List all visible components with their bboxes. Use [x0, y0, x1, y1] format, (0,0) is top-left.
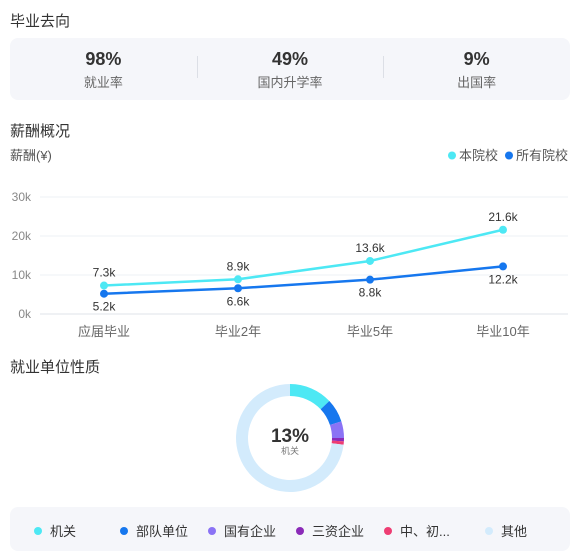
employer-title: 就业单位性质 — [10, 359, 101, 376]
legend-dot-icon — [208, 526, 216, 535]
legend-marker — [448, 151, 456, 160]
x-tick-label: 应届毕业 — [78, 324, 130, 339]
x-tick-label: 毕业5年 — [347, 324, 393, 339]
series-line — [103, 228, 504, 287]
legend-item[interactable]: 国有企业 — [208, 521, 276, 540]
data-label: 6.6k — [227, 294, 251, 308]
data-label: 7.3k — [93, 266, 117, 280]
data-point — [234, 275, 242, 284]
stat-value: 98% — [85, 48, 122, 69]
legend-dot-icon — [120, 526, 128, 535]
y-tick-label: 20k — [12, 229, 32, 243]
destination-title: 毕业去向 — [10, 13, 71, 30]
series-line — [103, 265, 504, 295]
employer-donut-chart: 13%机关 — [236, 384, 344, 492]
donut-slice — [320, 401, 342, 426]
stat-value: 9% — [463, 48, 490, 69]
salary-title: 薪酬概况 — [10, 123, 71, 140]
legend-label: 其他 — [501, 524, 528, 539]
data-point — [100, 289, 108, 298]
x-tick-label: 毕业2年 — [215, 324, 261, 339]
data-point — [366, 275, 374, 284]
stat-label: 就业率 — [83, 74, 123, 90]
legend-dot-icon — [384, 526, 392, 535]
data-label: 8.9k — [227, 259, 251, 273]
data-point — [499, 262, 507, 271]
legend-item[interactable]: 机关 — [34, 521, 76, 540]
legend-label: 所有院校 — [516, 148, 568, 163]
legend-dot-icon — [34, 526, 42, 535]
legend-label: 本院校 — [459, 148, 498, 163]
data-label: 21.6k — [488, 210, 518, 224]
data-label: 12.2k — [488, 272, 518, 286]
stat-domestic-study-rate: 49% 国内升学率 — [196, 48, 384, 91]
stat-label: 出国率 — [457, 74, 497, 90]
data-point — [499, 225, 507, 234]
donut-slice — [329, 421, 344, 438]
data-label: 13.6k — [355, 241, 385, 255]
legend-label: 机关 — [50, 524, 77, 539]
data-label: 5.2k — [93, 300, 117, 314]
y-tick-label: 0k — [18, 307, 32, 321]
data-point — [234, 284, 242, 293]
legend-label: 中、初... — [400, 524, 450, 539]
legend-item[interactable]: 其他 — [485, 521, 527, 540]
legend-label: 国有企业 — [224, 524, 277, 539]
legend-label: 部队单位 — [136, 524, 189, 539]
donut-center-value: 13% — [271, 426, 309, 447]
legend-dot-icon — [485, 526, 493, 535]
stat-value: 49% — [271, 48, 309, 69]
donut-slice — [290, 384, 330, 410]
destination-stats-panel: 98% 就业率 49% 国内升学率 9% 出国率 — [10, 38, 570, 100]
legend-item[interactable]: 部队单位 — [120, 521, 188, 540]
y-tick-label: 30k — [12, 190, 32, 204]
legend-marker — [505, 151, 513, 160]
stat-abroad-rate: 9% 出国率 — [383, 48, 570, 91]
data-label: 8.8k — [359, 286, 383, 300]
data-point — [366, 256, 374, 265]
data-point — [100, 281, 108, 290]
donut-center-label: 机关 — [281, 445, 299, 456]
donut-slice — [331, 440, 344, 445]
y-tick-label: 10k — [12, 268, 32, 282]
employer-legend: 机关 部队单位 国有企业 三资企业 中、初... 其他 — [10, 507, 570, 551]
legend-dot-icon — [296, 526, 304, 535]
salary-line-chart: 薪酬(¥) 所有院校 本院校 0k 10k 20k 30k 应届毕业 毕业2年 毕业5年 毕业10年… — [10, 148, 568, 339]
legend-item[interactable]: 中、初... — [384, 521, 450, 540]
x-tick-label: 毕业10年 — [476, 324, 529, 339]
y-axis-label: 薪酬(¥) — [10, 148, 52, 163]
legend-item[interactable]: 三资企业 — [296, 521, 364, 540]
stat-employment-rate: 98% 就业率 — [10, 48, 197, 91]
donut-slice — [331, 438, 344, 442]
legend-label: 三资企业 — [312, 524, 365, 539]
stat-label: 国内升学率 — [257, 74, 323, 90]
